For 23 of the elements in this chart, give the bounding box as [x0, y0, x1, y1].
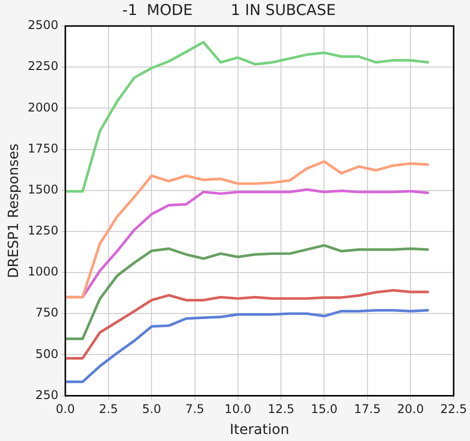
y-tick-label: 500 — [35, 346, 58, 361]
y-tick-label: 1500 — [28, 182, 58, 196]
x-tick-label: 0.0 — [56, 402, 75, 416]
y-tick-label: 750 — [35, 306, 58, 320]
y-tick-label: 1000 — [28, 264, 58, 279]
x-tick-label: 2.5 — [98, 402, 118, 416]
y-tick-label: 2000 — [28, 100, 58, 114]
x-tick-label: 20.0 — [397, 402, 424, 416]
x-tick-label: 10.0 — [224, 402, 252, 416]
x-tick-label: 12.5 — [268, 402, 294, 416]
y-tick-label: 1250 — [28, 224, 58, 238]
x-tick-label: 5.0 — [142, 402, 162, 416]
x-axis-title: Iteration — [230, 422, 290, 438]
y-tick-label: 250 — [35, 388, 58, 402]
x-tick-label: 17.5 — [354, 402, 381, 416]
x-tick-label: 22.5 — [440, 402, 467, 416]
x-tick-label: 15.0 — [310, 402, 338, 416]
y-tick-label: 2500 — [28, 18, 58, 32]
y-axis-title: DRESP1 Responses — [6, 144, 22, 278]
chart-title: -1 MODE 1 IN SUBCASE — [122, 0, 336, 19]
y-tick-label: 2250 — [28, 59, 58, 74]
x-tick-label: 7.5 — [185, 402, 204, 416]
y-tick-label: 1750 — [28, 141, 58, 156]
